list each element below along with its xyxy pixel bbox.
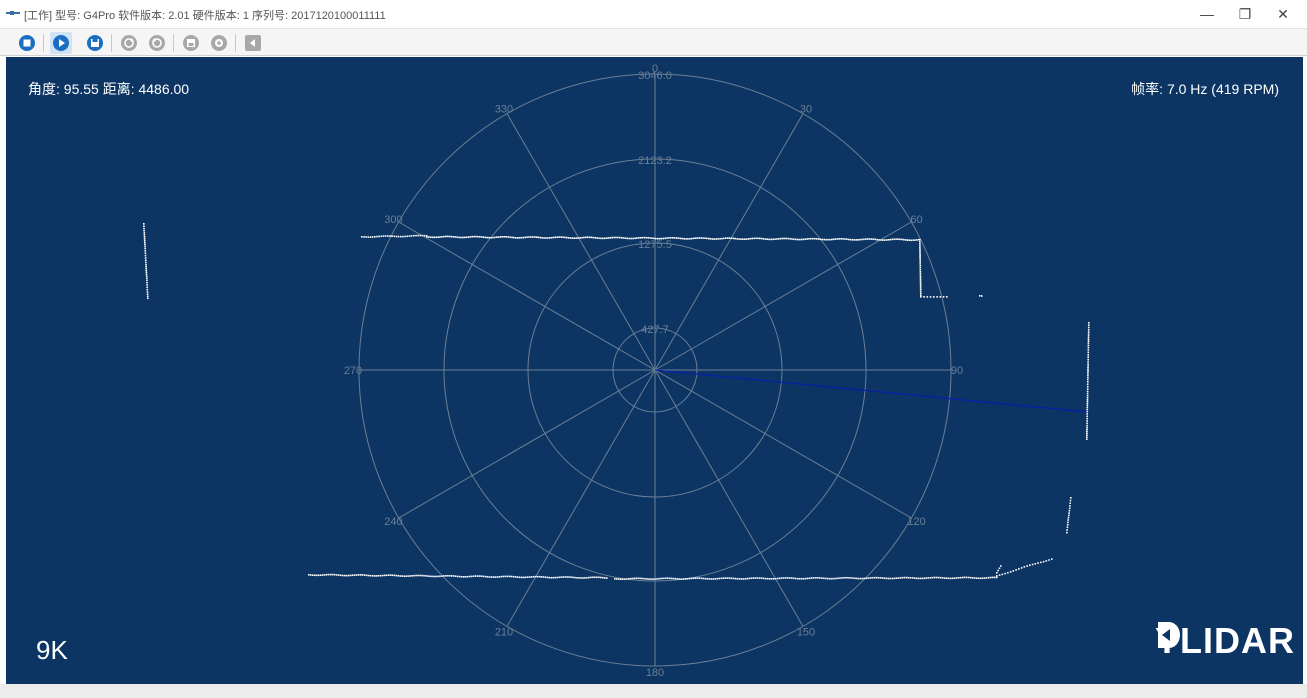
angle-label-0: 0: [652, 63, 658, 75]
ring-label-0: 427.7: [641, 324, 669, 336]
window-title: [工作] 型号: G4Pro 软件版本: 2.01 硬件版本: 1 序列号: 2…: [24, 10, 386, 22]
save-icon: [87, 35, 103, 51]
grid-spoke-120: [654, 369, 912, 519]
grid-spoke-240: [398, 369, 656, 519]
logo-right: LIDAR: [1180, 620, 1295, 661]
angle-distance-readout: 角度: 95.55 距离: 4486.00: [28, 81, 190, 97]
title-bar: [工作] 型号: G4Pro 软件版本: 2.01 硬件版本: 1 序列号: 2…: [0, 0, 1307, 28]
app-icon: [6, 11, 20, 15]
ring-label-3: 3046.0: [638, 70, 672, 82]
angle-label-300: 300: [384, 214, 402, 226]
ydlidar-logo: Y LIDAR: [1155, 620, 1295, 662]
frame-rate-readout: 帧率: 7.0 Hz (419 RPM): [1131, 81, 1279, 97]
ring-label-1: 1275.5: [638, 239, 672, 251]
minimize-icon: —: [1200, 6, 1214, 22]
close-button[interactable]: ✕: [1264, 0, 1302, 28]
rotate-ccw-icon: [149, 35, 165, 51]
angle-label-330: 330: [495, 103, 513, 115]
export-icon: [245, 35, 261, 51]
close-icon: ✕: [1277, 5, 1289, 22]
angle-label-240: 240: [384, 516, 402, 528]
stop-icon: [19, 35, 35, 51]
settings-button[interactable]: [208, 32, 230, 54]
pointer-line: [654, 369, 1089, 413]
rotate-cw-icon: [121, 35, 137, 51]
sample-rate-label: 9K: [36, 635, 68, 665]
grid-spoke-210: [506, 369, 656, 627]
angle-label-60: 60: [910, 214, 922, 226]
disk-icon: [183, 35, 199, 51]
play-button[interactable]: [50, 32, 72, 54]
status-bar: [0, 684, 1307, 698]
save-button[interactable]: [84, 32, 106, 54]
ring-label-2: 2123.2: [638, 155, 672, 167]
disk-button[interactable]: [180, 32, 202, 54]
export-button[interactable]: [242, 32, 264, 54]
angle-label-150: 150: [797, 627, 815, 639]
scan-points: [143, 223, 1090, 580]
polar-plot[interactable]: 0 30 60 90 120 150 180 210 240 270 300 330 427.7 1275…: [6, 57, 1303, 684]
rotate-cw-button[interactable]: [118, 32, 140, 54]
angle-label-120: 120: [907, 516, 925, 528]
grid-spoke-150: [654, 369, 804, 627]
polar-chart: 0 30 60 90 120 150 180 210 240 270 300 330 427.7 1275…: [143, 63, 1090, 679]
grid-spoke-60: [654, 221, 912, 371]
angle-label-90: 90: [951, 365, 963, 377]
angle-label-180: 180: [646, 667, 664, 679]
stop-button[interactable]: [16, 32, 38, 54]
restore-icon: ❐: [1238, 5, 1252, 22]
angle-label-270: 270: [344, 365, 362, 377]
grid-spoke-330: [506, 113, 656, 371]
restore-button[interactable]: ❐: [1226, 0, 1264, 28]
minimize-button[interactable]: —: [1188, 0, 1226, 28]
angle-label-30: 30: [800, 103, 812, 115]
settings-icon: [211, 35, 227, 51]
grid-spoke-30: [654, 113, 804, 371]
angle-label-210: 210: [495, 627, 513, 639]
play-icon: [53, 35, 69, 51]
grid-spoke-300: [398, 221, 656, 371]
logo-d-icon: [1157, 622, 1180, 648]
toolbar: [0, 28, 1307, 56]
rotate-ccw-button[interactable]: [146, 32, 168, 54]
